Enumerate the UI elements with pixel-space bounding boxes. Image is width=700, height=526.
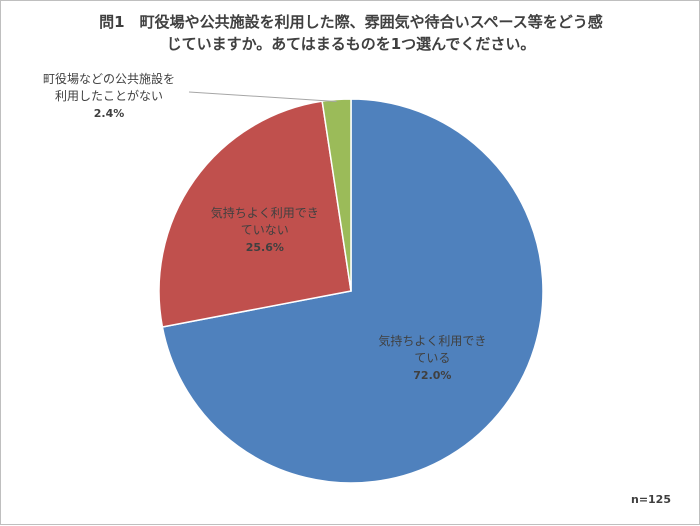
chart-title-line-1: 問1 町役場や公共施設を利用した際、雰囲気や待合いスペース等をどう感 xyxy=(99,13,603,31)
slice-label-never-used-line-1: 町役場などの公共施設を xyxy=(43,72,176,86)
slice-label-positive: 気持ちよく利用でき ている 72.0% xyxy=(378,333,486,384)
leader-line xyxy=(188,91,337,102)
slice-label-positive-line-2: ている xyxy=(414,350,451,365)
slice-label-positive-line-1: 気持ちよく利用でき xyxy=(378,333,487,348)
pie-slices xyxy=(158,98,544,484)
slice-never-used xyxy=(321,98,352,292)
slice-label-negative: 気持ちよく利用でき ていない 25.6% xyxy=(211,205,319,256)
slice-value-never-used: 2.4% xyxy=(93,107,125,120)
sample-size: n=125 xyxy=(630,493,671,506)
slice-label-negative-line-1: 気持ちよく利用でき xyxy=(210,205,319,220)
chart-title-line-2: じていますか。あてはまるものを1つ選んでください。 xyxy=(166,35,536,53)
slice-negative xyxy=(158,100,352,328)
slice-label-never-used-line-2: 利用したことがない xyxy=(55,89,164,103)
slice-value-negative: 25.6% xyxy=(245,240,284,254)
slice-value-positive: 72.0% xyxy=(413,368,452,382)
slice-label-never-used: 町役場などの公共施設を 利用したことがない 2.4% xyxy=(43,71,175,122)
slice-positive xyxy=(161,98,544,484)
chart-title: 問1 町役場や公共施設を利用した際、雰囲気や待合いスペース等をどう感 じています… xyxy=(41,11,661,55)
slice-label-negative-line-2: ていない xyxy=(240,222,289,237)
